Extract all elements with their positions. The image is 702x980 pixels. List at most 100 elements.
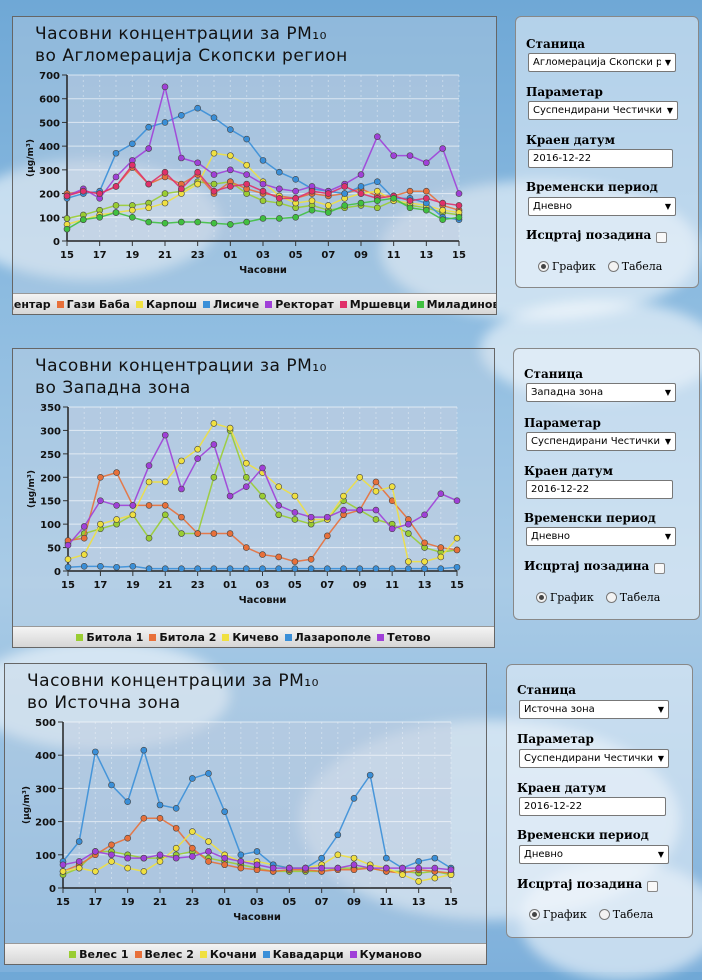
data-point (390, 152, 397, 159)
data-point (253, 861, 261, 869)
data-point (291, 509, 299, 516)
data-point (59, 861, 67, 869)
y-axis-label: (µg/m³) (26, 139, 36, 177)
radio-table[interactable]: Табела (605, 591, 660, 604)
legend-item[interactable]: Кочани (199, 948, 257, 961)
radio-table[interactable]: Табела (598, 908, 653, 921)
legend-item[interactable]: Велес 2 (134, 948, 194, 961)
data-point (431, 874, 439, 882)
legend-item[interactable]: Миладиновци (416, 297, 496, 311)
x-tick-label: 03 (250, 897, 264, 908)
data-point (259, 551, 266, 558)
x-tick-label: 13 (418, 580, 432, 591)
data-point (269, 864, 277, 872)
data-point (237, 864, 245, 872)
chart-title: Часовни концентрации за PM₁₀ во Агломера… (35, 23, 348, 67)
line-chart: 0 100 200 300 400 500 600 700 15 17 19 21 23 01 03 05 07… (26, 71, 466, 276)
data-point (356, 565, 364, 572)
legend-swatch (135, 300, 143, 308)
data-point (145, 204, 152, 212)
radio-chart[interactable]: График (538, 260, 596, 273)
data-point (210, 219, 218, 227)
station-select[interactable]: Источна зона ▼ (519, 700, 669, 719)
time-period-select[interactable]: Дневно ▼ (528, 197, 676, 216)
data-point (63, 192, 71, 200)
legend-item[interactable]: Гази Баба (56, 298, 130, 311)
data-point (237, 858, 245, 865)
chart-title-line-2: во Агломерација Скопски регион (35, 46, 348, 66)
legend-label: Миладиновци (426, 297, 496, 311)
data-point (421, 565, 428, 572)
data-point (437, 553, 445, 561)
x-tick-label: 15 (60, 250, 74, 261)
time-period-select[interactable]: Дневно ▼ (526, 527, 676, 546)
data-point (308, 206, 316, 214)
x-tick-label: 13 (419, 250, 433, 261)
legend-item[interactable]: Карпош (135, 298, 197, 311)
data-point (366, 864, 374, 872)
data-point (275, 511, 283, 519)
data-point (242, 483, 250, 490)
data-point (227, 152, 234, 159)
chevron-down-icon: ▼ (664, 437, 672, 446)
station-select[interactable]: Западна зона ▼ (526, 383, 676, 402)
data-point (259, 197, 267, 204)
chart-title-line-2: во Западна зона (35, 378, 191, 398)
end-date-input[interactable]: 2016-12-22 (528, 149, 673, 168)
data-point (405, 565, 412, 572)
legend-item[interactable]: Центар (13, 298, 51, 311)
legend-item[interactable]: Ректорат (265, 298, 334, 311)
parameter-select[interactable]: Суспендирани Честички ▼ (528, 101, 678, 120)
legend-item[interactable]: Лисиче (203, 298, 259, 311)
data-point (108, 858, 115, 865)
end-date-input[interactable]: 2016-12-22 (519, 797, 666, 816)
draw-background-checkbox[interactable] (654, 563, 665, 574)
data-point (291, 516, 299, 523)
y-tick-label: 300 (39, 166, 60, 177)
legend-item[interactable]: Битола 2 (149, 631, 216, 644)
radio-chart[interactable]: График (536, 591, 594, 604)
data-point (194, 530, 201, 537)
radio-table[interactable]: Табела (607, 260, 662, 273)
station-label: Станица (526, 37, 586, 51)
legend-item[interactable]: Битола 1 (76, 631, 143, 644)
data-point (210, 180, 218, 188)
data-point (227, 183, 234, 190)
chart-title-line-1: Часовни концентрации за PM₁₀ (35, 356, 327, 376)
legend-item[interactable]: Кавадарци (262, 948, 344, 961)
draw-background-checkbox[interactable] (656, 232, 667, 243)
parameter-select[interactable]: Суспендирани Честички ▼ (526, 432, 676, 451)
x-tick-label: 01 (223, 250, 237, 261)
y-tick-label: 600 (39, 95, 60, 106)
data-point (80, 551, 88, 558)
legend-item[interactable]: Мршевци (339, 298, 411, 311)
legend-item[interactable]: Лазарополе (284, 631, 371, 644)
data-point (350, 854, 358, 862)
draw-background-checkbox[interactable] (647, 881, 658, 892)
legend-item[interactable]: Кичево (222, 631, 279, 644)
legend-swatch (339, 300, 347, 308)
legend-swatch (222, 633, 230, 641)
data-point (108, 781, 115, 789)
y-tick-label: 0 (49, 884, 56, 895)
parameter-select[interactable]: Суспендирани Честички ▼ (519, 749, 669, 768)
legend-swatch (262, 950, 270, 958)
time-period-select[interactable]: Дневно ▼ (519, 845, 669, 864)
data-point (423, 159, 430, 167)
data-point (325, 202, 332, 209)
data-point (226, 492, 234, 500)
y-tick-label: 400 (39, 142, 60, 153)
end-date-input[interactable]: 2016-12-22 (526, 480, 673, 499)
legend-item[interactable]: Куманово (349, 948, 422, 961)
legend-item[interactable]: Велес 1 (69, 948, 129, 961)
station-select[interactable]: Агломерација Скопски ре ▼ (528, 53, 676, 72)
legend-item[interactable]: Тетово (377, 631, 431, 644)
data-point (178, 112, 185, 119)
data-point (307, 513, 315, 521)
radio-chart[interactable]: График (529, 908, 587, 921)
data-point (455, 213, 463, 221)
data-point (421, 539, 428, 547)
data-point (92, 848, 99, 855)
data-point (405, 558, 412, 565)
data-point (178, 530, 185, 537)
